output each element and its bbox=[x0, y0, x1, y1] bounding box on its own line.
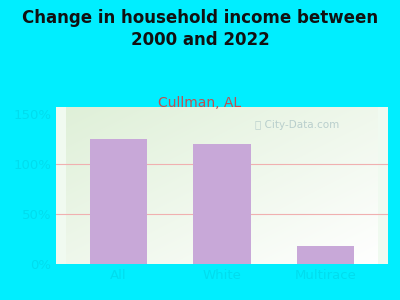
Bar bbox=[297, 246, 354, 264]
Text: Cullman, AL: Cullman, AL bbox=[158, 96, 242, 110]
Text: ⓘ City-Data.com: ⓘ City-Data.com bbox=[255, 120, 340, 130]
Text: Change in household income between
2000 and 2022: Change in household income between 2000 … bbox=[22, 9, 378, 49]
Bar bbox=[90, 140, 147, 264]
Bar bbox=[194, 144, 250, 264]
